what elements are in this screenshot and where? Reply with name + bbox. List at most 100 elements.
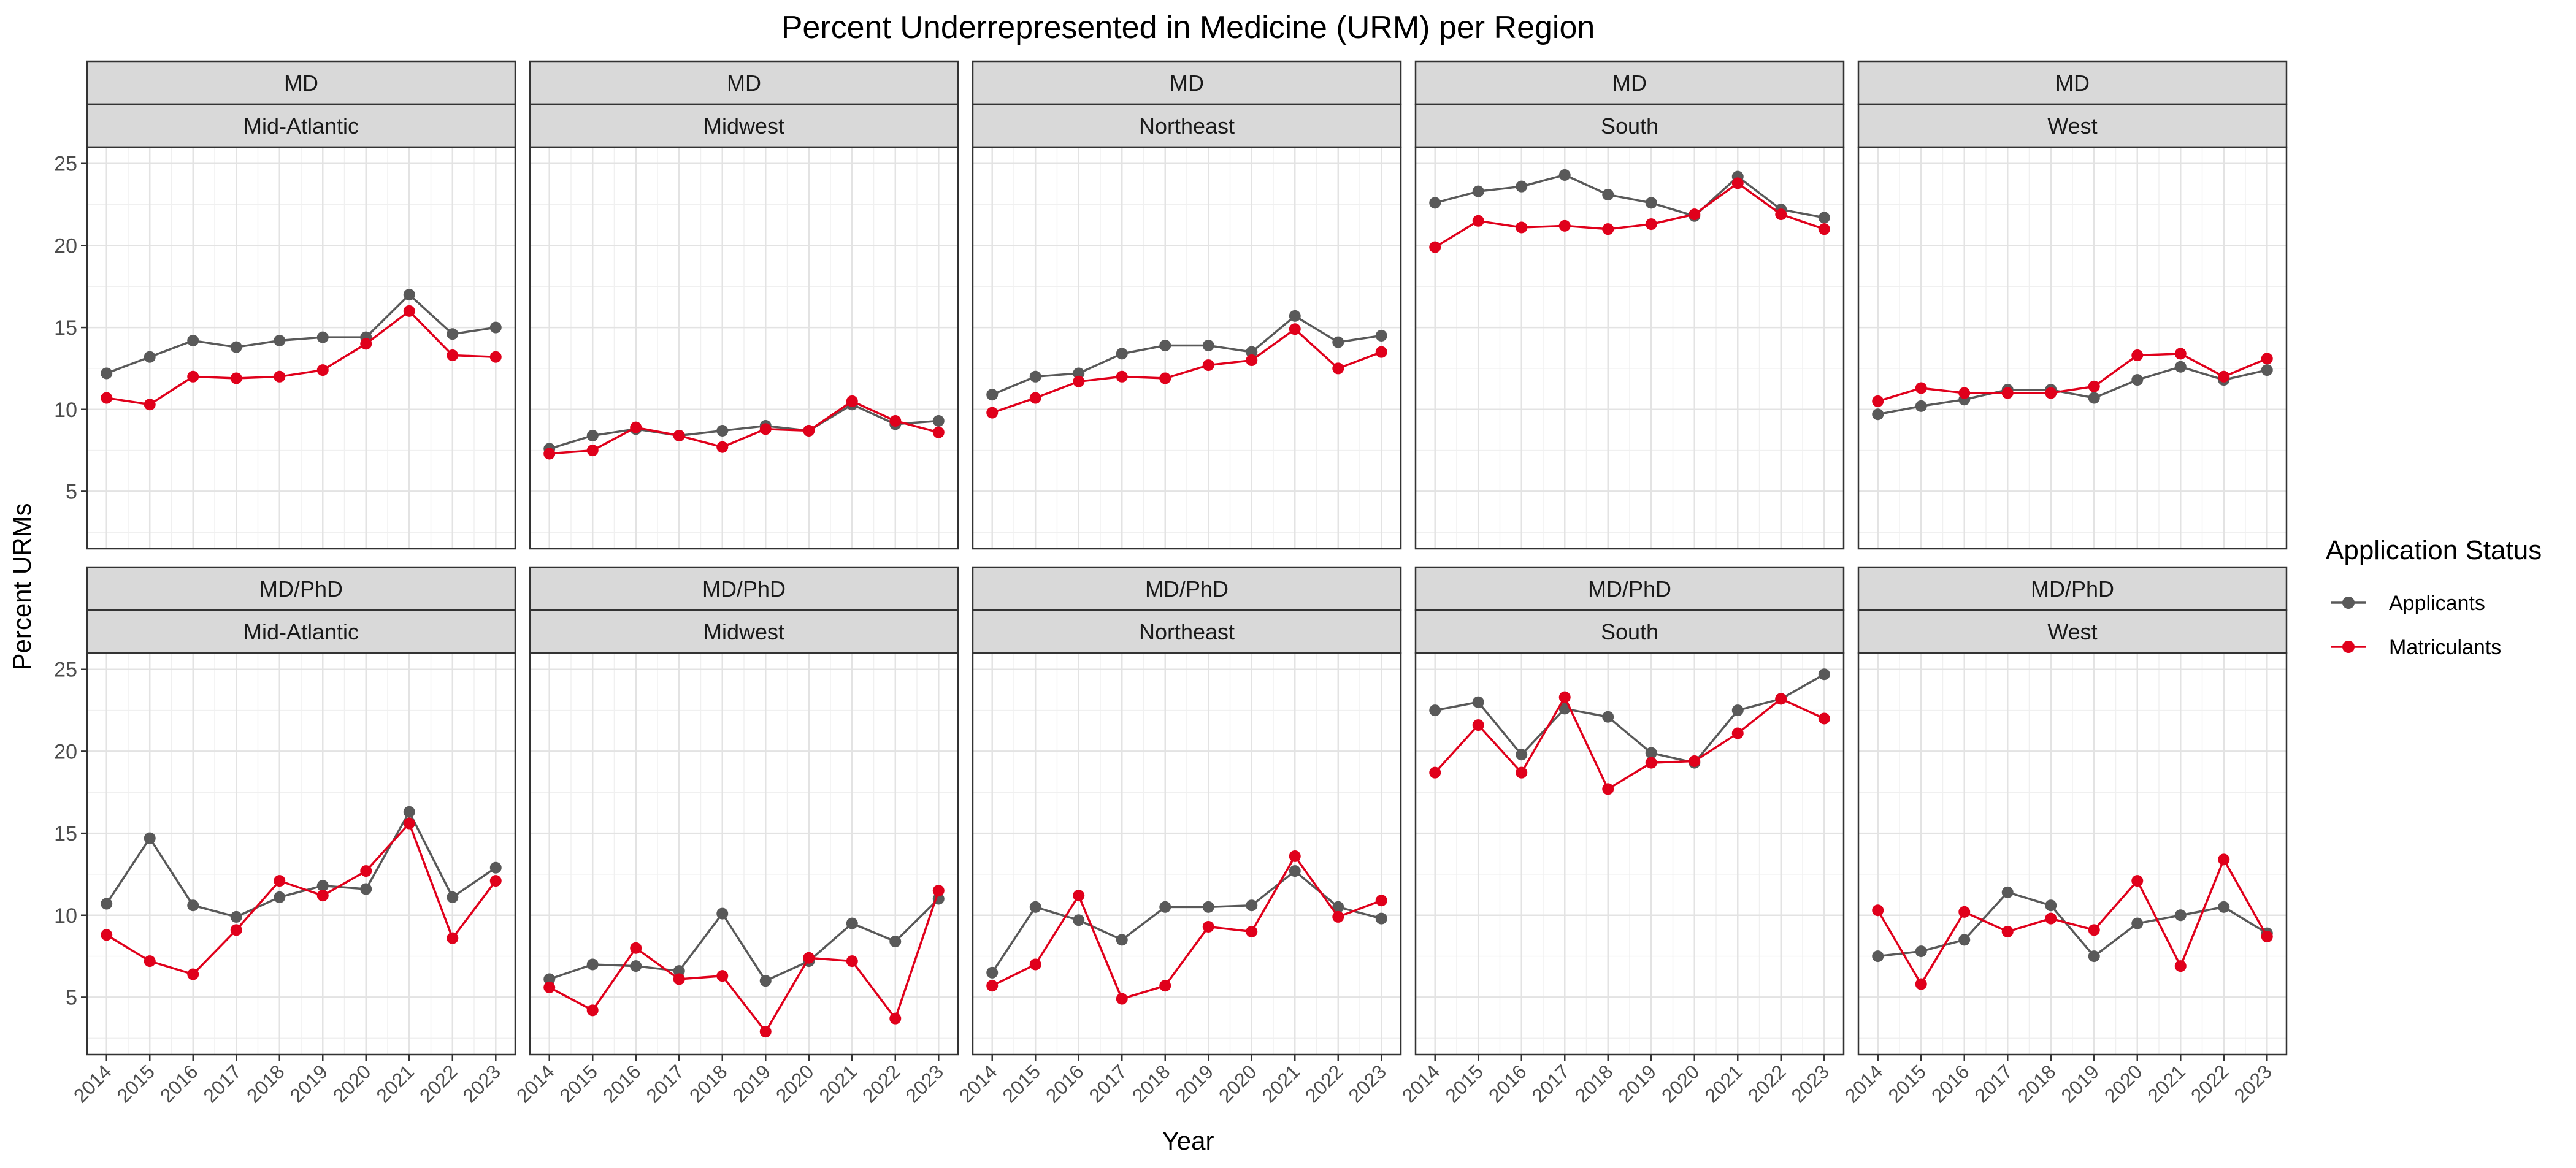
y-tick-label: 10 (54, 904, 77, 928)
data-point-matriculants (1375, 895, 1387, 907)
data-point-applicants (1429, 704, 1441, 717)
data-point-matriculants (803, 952, 815, 964)
x-tick-label: 2022 (415, 1060, 462, 1107)
strip-program-label: MD (2055, 71, 2090, 96)
data-point-applicants (1915, 400, 1927, 412)
data-point-applicants (1872, 408, 1884, 421)
data-point-applicants (1202, 901, 1214, 913)
x-tick-label: 2022 (1744, 1060, 1790, 1107)
panel-border (529, 146, 959, 550)
series-matriculants (101, 305, 502, 411)
panel-border (1857, 652, 2288, 1056)
data-point-applicants (1029, 370, 1041, 383)
legend-item-applicants: Applicants (2331, 592, 2485, 615)
data-point-matriculants (1958, 387, 1971, 399)
data-point-applicants (101, 367, 113, 380)
x-tick-label: 2017 (1970, 1060, 2017, 1107)
strip-program-md-west (1857, 60, 2288, 105)
data-point-applicants (1915, 945, 1927, 958)
strip-program-label: MD/PhD (2031, 576, 2114, 601)
data-point-matriculants (1073, 890, 1085, 902)
data-point-applicants (1116, 348, 1128, 360)
data-point-matriculants (1602, 783, 1614, 795)
data-point-matriculants (932, 426, 945, 438)
data-point-matriculants (2218, 370, 2230, 383)
data-point-matriculants (1472, 215, 1484, 227)
data-point-matriculants (1375, 346, 1387, 358)
strip-region-label: West (2047, 619, 2097, 644)
data-point-matriculants (447, 932, 459, 944)
series-matriculants (1429, 177, 1830, 253)
data-point-applicants (759, 975, 772, 987)
data-point-matriculants (101, 392, 113, 404)
data-point-matriculants (101, 929, 113, 941)
data-point-matriculants (1958, 906, 1971, 918)
strip-region-md-phd-west (1857, 609, 2288, 654)
data-point-applicants (447, 891, 459, 903)
x-tick-label: 2023 (1344, 1060, 1390, 1107)
data-point-matriculants (889, 1012, 902, 1025)
data-point-matriculants (1731, 727, 1744, 739)
data-point-matriculants (1332, 362, 1344, 375)
data-point-applicants (2131, 374, 2144, 386)
data-point-applicants (1073, 367, 1085, 380)
data-point-matriculants (230, 372, 242, 384)
panel-md-west: MD West (1857, 60, 2288, 550)
data-point-applicants (543, 973, 556, 985)
data-point-matriculants (489, 875, 502, 887)
x-tick-label: 2023 (2229, 1060, 2276, 1107)
strip-region-label: Mid-Atlantic (243, 113, 359, 139)
data-point-applicants (986, 389, 999, 401)
data-point-matriculants (230, 924, 242, 936)
data-point-matriculants (1645, 757, 1657, 769)
series-line-applicants (549, 403, 939, 450)
data-point-applicants (1645, 747, 1657, 759)
x-tick-label: 2014 (69, 1060, 116, 1107)
data-point-applicants (101, 898, 113, 910)
series-line-applicants (106, 293, 496, 375)
data-point-matriculants (2001, 925, 2014, 937)
data-point-applicants (673, 965, 685, 977)
data-point-applicants (2088, 392, 2100, 404)
x-tick-label: 2020 (772, 1060, 818, 1107)
data-point-matriculants (2001, 387, 2014, 399)
data-point-matriculants (2174, 348, 2187, 360)
data-point-matriculants (1915, 978, 1927, 990)
x-tick-label: 2019 (728, 1060, 775, 1107)
strip-region-md-phd-northeast (972, 609, 1402, 654)
data-point-matriculants (274, 370, 286, 383)
data-point-applicants (403, 289, 415, 301)
data-point-applicants (144, 832, 156, 844)
data-point-matriculants (1472, 719, 1484, 731)
x-tick-label: 2018 (2014, 1060, 2060, 1107)
strip-program-label: MD/PhD (259, 576, 343, 601)
data-point-matriculants (2261, 931, 2273, 943)
data-point-applicants (1375, 329, 1387, 342)
legend-key-point (2342, 597, 2355, 609)
series-line-matriculants (549, 400, 939, 455)
panel-md-phd-northeast: MD/PhDNortheast2014201520162017201820192… (955, 566, 1402, 1107)
data-point-applicants (1516, 749, 1528, 761)
data-point-matriculants (144, 399, 156, 411)
data-point-applicants (447, 328, 459, 340)
strip-program-label: MD (284, 71, 318, 96)
x-tick-label: 2015 (998, 1060, 1045, 1107)
y-tick-label: 25 (54, 658, 77, 682)
y-tick-label: 10 (54, 399, 77, 422)
y-tick-label: 20 (54, 740, 77, 763)
data-point-applicants (1602, 189, 1614, 201)
x-tick-label: 2017 (1084, 1060, 1131, 1107)
data-point-matriculants (1775, 693, 1787, 705)
data-point-matriculants (1429, 241, 1441, 253)
data-point-matriculants (403, 305, 415, 317)
x-tick-label: 2018 (1571, 1060, 1617, 1107)
data-point-applicants (1202, 339, 1214, 351)
strip-program-label: MD (1170, 71, 1204, 96)
data-point-matriculants (1289, 323, 1301, 335)
x-tick-label: 2019 (1171, 1060, 1217, 1107)
panel-md-phd-mid-atlantic: MD/PhDMid-Atlantic5101520252014201520162… (54, 566, 516, 1107)
data-point-matriculants (846, 955, 858, 968)
data-point-matriculants (1818, 712, 1830, 725)
series-line-applicants (1877, 365, 2267, 416)
x-tick-label: 2017 (1527, 1060, 1574, 1107)
